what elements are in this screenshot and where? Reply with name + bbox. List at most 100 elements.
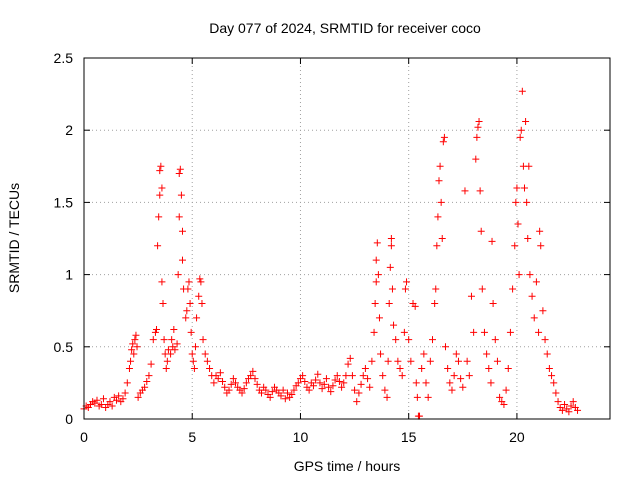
data-point	[193, 314, 201, 322]
data-point	[407, 357, 415, 365]
y-tick-label: 1	[65, 267, 73, 283]
x-axis-label: GPS time / hours	[294, 458, 401, 474]
data-point	[320, 380, 328, 388]
data-point	[199, 336, 207, 344]
data-point	[183, 307, 191, 315]
data-point	[197, 278, 205, 286]
data-point	[405, 336, 413, 344]
data-point	[227, 380, 235, 388]
data-point	[301, 377, 309, 385]
data-point	[266, 393, 274, 401]
data-point	[219, 377, 227, 385]
data-point	[377, 350, 385, 358]
data-point	[318, 385, 326, 393]
data-point	[444, 364, 452, 372]
data-point	[437, 198, 445, 206]
data-point	[186, 299, 194, 307]
data-point	[156, 167, 164, 175]
data-point	[420, 350, 428, 358]
data-point	[229, 375, 237, 383]
data-point	[170, 325, 178, 333]
data-point	[361, 364, 369, 372]
data-point	[536, 227, 544, 235]
data-point	[440, 133, 448, 141]
data-point	[485, 364, 493, 372]
data-point	[396, 364, 404, 372]
data-point	[373, 239, 381, 247]
data-point	[335, 377, 343, 385]
data-point	[387, 235, 395, 242]
data-point	[550, 379, 558, 387]
data-point	[312, 376, 320, 384]
data-point	[509, 285, 517, 293]
data-point	[133, 343, 141, 351]
data-point	[487, 379, 495, 387]
data-point	[173, 340, 181, 348]
data-point	[470, 328, 478, 336]
data-point	[119, 395, 127, 403]
data-point	[168, 336, 176, 344]
data-point	[493, 357, 501, 365]
data-point	[439, 138, 447, 146]
data-point	[548, 372, 556, 380]
data-point	[488, 237, 496, 245]
data-point	[157, 162, 165, 170]
data-point	[512, 198, 520, 206]
data-point	[149, 336, 157, 344]
data-point	[238, 389, 246, 397]
data-point	[130, 350, 138, 358]
data-point	[340, 379, 348, 387]
data-point	[461, 187, 469, 195]
data-point	[364, 375, 372, 383]
data-point	[134, 393, 142, 401]
data-point	[221, 383, 229, 391]
y-tick-label: 1.5	[54, 194, 74, 210]
data-point	[359, 372, 367, 380]
data-point	[438, 235, 446, 242]
data-point	[288, 390, 296, 398]
data-point	[388, 285, 396, 293]
data-point	[305, 386, 313, 394]
data-point	[277, 392, 285, 400]
data-point	[489, 299, 497, 307]
data-point	[513, 184, 521, 192]
data-point	[411, 302, 419, 310]
data-point	[123, 379, 131, 387]
data-point	[432, 285, 440, 293]
data-point	[125, 364, 133, 372]
data-point	[518, 87, 526, 95]
data-point	[175, 170, 183, 178]
data-point	[543, 350, 551, 358]
data-point	[403, 278, 411, 286]
data-point	[374, 271, 382, 279]
data-point	[477, 227, 485, 235]
data-point	[381, 386, 389, 394]
data-point	[191, 343, 199, 351]
data-point	[565, 408, 573, 416]
data-point	[496, 393, 504, 401]
data-point	[511, 242, 519, 250]
data-point	[435, 177, 443, 185]
data-point	[240, 385, 248, 393]
x-tick-label: 5	[188, 429, 196, 445]
data-point	[441, 343, 449, 351]
data-point	[253, 380, 261, 388]
data-point	[398, 372, 406, 380]
data-point	[504, 364, 512, 372]
data-point	[357, 380, 365, 388]
data-point	[372, 278, 380, 286]
data-point	[516, 133, 524, 141]
data-point	[338, 383, 346, 391]
data-point	[145, 372, 153, 380]
data-point	[344, 360, 352, 368]
data-point	[434, 213, 442, 221]
data-point	[554, 398, 562, 406]
data-point	[203, 357, 211, 365]
data-point	[370, 328, 378, 336]
data-point	[151, 328, 159, 336]
data-point	[457, 375, 465, 383]
data-point	[483, 350, 491, 358]
data-point	[106, 398, 114, 406]
data-point	[257, 389, 265, 397]
